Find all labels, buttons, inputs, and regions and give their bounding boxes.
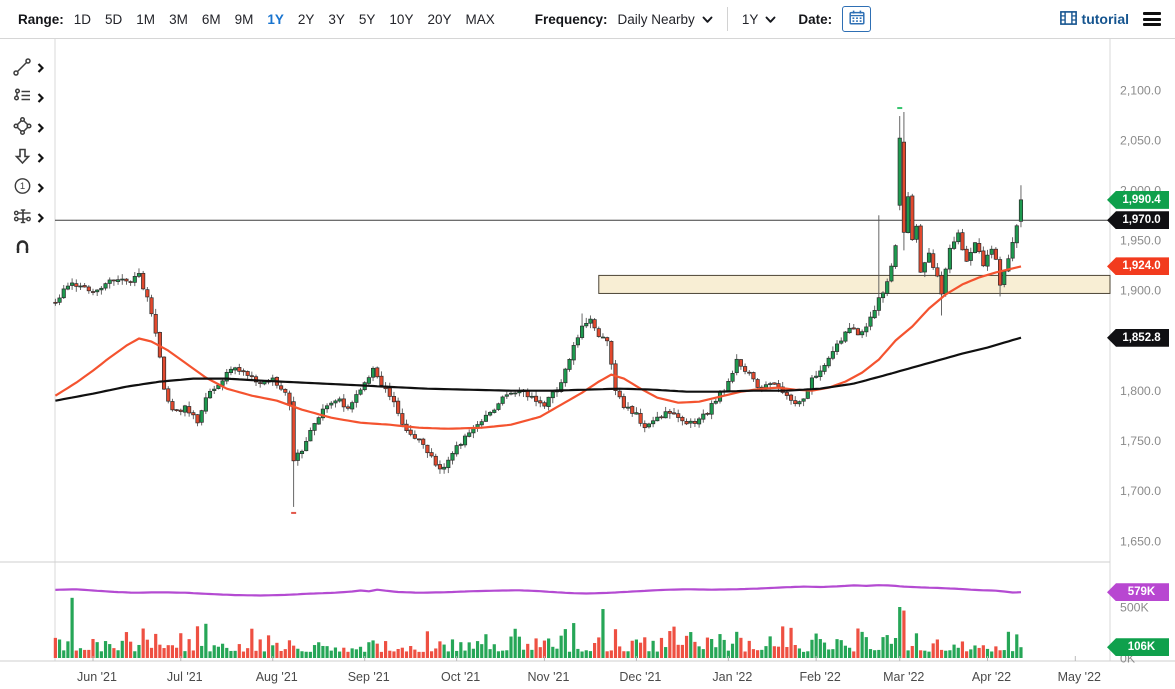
svg-text:500K: 500K — [1120, 600, 1150, 614]
range-selector: 1D 5D 1M 3M 6M 9M 1Y 2Y 3Y 5Y 10Y 20Y MAX — [74, 12, 509, 27]
svg-text:Aug '21: Aug '21 — [256, 670, 298, 684]
range-1m[interactable]: 1M — [136, 11, 156, 27]
ma-slow-line — [55, 336, 1022, 402]
chevron-right-icon — [37, 213, 44, 223]
range-label: Range: — [18, 11, 64, 27]
svg-text:2,050.0: 2,050.0 — [1120, 133, 1161, 147]
hamburger-icon — [1143, 11, 1161, 27]
y-axis-labels: 2,100.0 2,050.0 2,000.0 1,950.0 1,900.0 1,850… — [1120, 83, 1161, 665]
x-axis-labels: Jun '21 Jul '21 Aug '21 Sep '21 Oct '21 Nov '… — [77, 656, 1101, 684]
range-max[interactable]: MAX — [465, 11, 495, 27]
drawing-tool-rail: 1 — [0, 39, 55, 263]
range-10y[interactable]: 10Y — [389, 11, 414, 27]
svg-text:Jan '22: Jan '22 — [712, 670, 752, 684]
range-1y[interactable]: 1Y — [267, 11, 284, 27]
svg-text:1,850.0: 1,850.0 — [1120, 334, 1161, 348]
svg-text:Feb '22: Feb '22 — [799, 670, 840, 684]
svg-text:Apr '22: Apr '22 — [972, 670, 1011, 684]
support-zone-rectangle[interactable] — [598, 274, 1111, 294]
calendar-icon — [849, 10, 865, 28]
measure-icon — [12, 206, 33, 230]
trendline-tool[interactable] — [0, 53, 44, 83]
svg-text:Sep '21: Sep '21 — [348, 670, 390, 684]
down-arrow-icon — [12, 146, 33, 170]
range-9m[interactable]: 9M — [234, 11, 254, 27]
frequency-dropdown[interactable]: Daily Nearby — [618, 12, 713, 27]
svg-text:1,750.0: 1,750.0 — [1120, 434, 1161, 448]
range-5d[interactable]: 5D — [105, 11, 123, 27]
menu-button[interactable] — [1143, 11, 1161, 27]
svg-text:2,100.0: 2,100.0 — [1120, 83, 1161, 97]
number-annotation-icon: 1 — [12, 176, 33, 200]
candle-bodies — [53, 137, 1024, 470]
chevron-right-icon — [37, 123, 44, 133]
svg-text:1,950.0: 1,950.0 — [1120, 234, 1161, 248]
open-interest-line — [55, 584, 1022, 597]
svg-text:1,800.0: 1,800.0 — [1120, 384, 1161, 398]
shapes-icon — [12, 116, 33, 140]
period-value: 1Y — [741, 11, 759, 27]
range-3y[interactable]: 3Y — [328, 11, 345, 27]
tutorial-label: tutorial — [1081, 11, 1129, 27]
chevron-right-icon — [37, 63, 44, 73]
ma-fast-line — [54, 265, 1022, 430]
svg-text:May '22: May '22 — [1058, 670, 1101, 684]
chevron-down-icon — [702, 12, 713, 27]
range-3m[interactable]: 3M — [169, 11, 188, 27]
svg-text:1,650.0: 1,650.0 — [1120, 534, 1161, 548]
frequency-label: Frequency: — [534, 11, 608, 27]
date-picker-button[interactable] — [842, 6, 872, 32]
range-6m[interactable]: 6M — [201, 11, 221, 27]
line-tools-list[interactable] — [0, 83, 44, 113]
film-icon — [1059, 10, 1077, 28]
svg-text:1: 1 — [20, 181, 25, 192]
extreme-markers — [291, 107, 903, 514]
chevron-right-icon — [37, 93, 44, 103]
toolbar-divider — [726, 7, 728, 31]
plot-borders — [0, 39, 1175, 662]
arrow-tool[interactable] — [0, 143, 44, 173]
chevron-right-icon — [37, 183, 44, 193]
svg-text:1,700.0: 1,700.0 — [1120, 484, 1161, 498]
range-5y[interactable]: 5Y — [358, 11, 376, 27]
magnet-mode-toggle[interactable] — [0, 233, 33, 263]
chevron-down-icon — [765, 12, 776, 27]
period-dropdown[interactable]: 1Y — [742, 12, 777, 27]
svg-text:Dec '21: Dec '21 — [619, 670, 661, 684]
drawings — [598, 274, 1111, 294]
frequency-value: Daily Nearby — [617, 11, 695, 27]
trendline-icon — [12, 56, 33, 80]
svg-text:Oct '21: Oct '21 — [441, 670, 480, 684]
svg-text:2,000.0: 2,000.0 — [1120, 184, 1161, 198]
range-20y[interactable]: 20Y — [427, 11, 452, 27]
svg-text:Mar '22: Mar '22 — [883, 670, 924, 684]
date-label: Date: — [798, 11, 833, 27]
candle-wicks — [54, 112, 1022, 507]
range-2y[interactable]: 2Y — [297, 11, 315, 27]
svg-text:1,900.0: 1,900.0 — [1120, 284, 1161, 298]
chevron-right-icon — [37, 153, 44, 163]
volume-bars — [53, 597, 1023, 658]
line-tools-list-icon — [12, 86, 33, 110]
svg-text:0K: 0K — [1120, 651, 1136, 665]
tutorial-link[interactable]: tutorial — [1059, 10, 1129, 28]
range-1d[interactable]: 1D — [73, 11, 92, 27]
toolbar: Range: 1D 5D 1M 3M 6M 9M 1Y 2Y 3Y 5Y 10Y 20Y MAX Fre… — [0, 0, 1175, 39]
measure-tool[interactable] — [0, 203, 44, 233]
shapes-tool[interactable] — [0, 113, 44, 143]
svg-text:Jul '21: Jul '21 — [167, 670, 203, 684]
svg-text:Jun '21: Jun '21 — [77, 670, 117, 684]
magnet-icon — [12, 236, 33, 260]
svg-text:Nov '21: Nov '21 — [527, 670, 569, 684]
number-annotation-tool[interactable]: 1 — [0, 173, 44, 203]
